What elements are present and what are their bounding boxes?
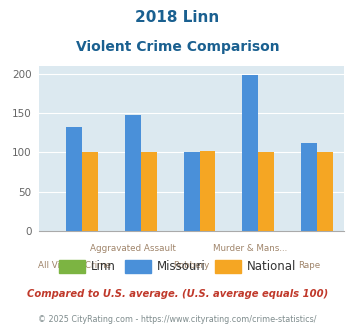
Text: Rape: Rape bbox=[298, 261, 320, 270]
Text: Violent Crime Comparison: Violent Crime Comparison bbox=[76, 40, 279, 53]
Legend: Linn, Missouri, National: Linn, Missouri, National bbox=[54, 255, 301, 278]
Bar bbox=[258, 152, 274, 231]
Bar bbox=[82, 152, 98, 231]
Text: All Violent Crime: All Violent Crime bbox=[38, 261, 111, 270]
Bar bbox=[317, 152, 333, 231]
Text: © 2025 CityRating.com - https://www.cityrating.com/crime-statistics/: © 2025 CityRating.com - https://www.city… bbox=[38, 315, 317, 324]
Bar bbox=[301, 143, 317, 231]
Bar bbox=[125, 115, 141, 231]
Bar bbox=[141, 152, 157, 231]
Bar bbox=[200, 151, 215, 231]
Bar bbox=[242, 75, 258, 231]
Bar bbox=[184, 152, 200, 231]
Text: Aggravated Assault: Aggravated Assault bbox=[90, 244, 176, 253]
Text: Robbery: Robbery bbox=[174, 261, 210, 270]
Text: Compared to U.S. average. (U.S. average equals 100): Compared to U.S. average. (U.S. average … bbox=[27, 289, 328, 299]
Bar bbox=[66, 127, 82, 231]
Text: 2018 Linn: 2018 Linn bbox=[135, 10, 220, 25]
Text: Murder & Mans...: Murder & Mans... bbox=[213, 244, 288, 253]
